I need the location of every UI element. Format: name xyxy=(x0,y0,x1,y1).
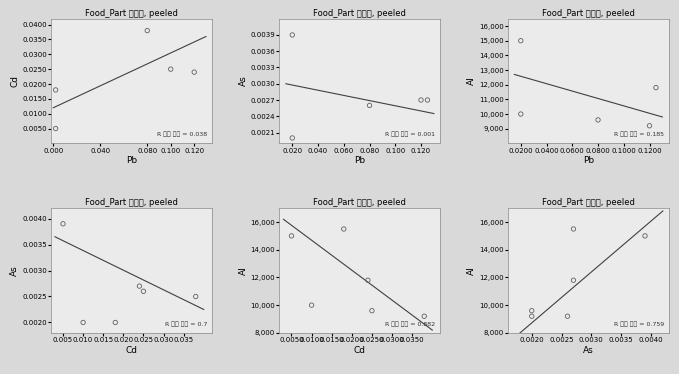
Point xyxy=(142,28,153,34)
Point xyxy=(562,313,573,319)
Point xyxy=(165,66,176,72)
Point xyxy=(138,288,149,294)
Y-axis label: Al: Al xyxy=(467,77,476,85)
Point xyxy=(287,135,297,141)
Point xyxy=(50,87,61,93)
Y-axis label: As: As xyxy=(10,265,19,276)
Point xyxy=(593,117,604,123)
Point xyxy=(50,126,61,132)
Y-axis label: As: As xyxy=(239,76,248,86)
Point xyxy=(134,283,145,289)
Point xyxy=(419,313,430,319)
Text: R 제곱 선형 = 0.7: R 제곱 선형 = 0.7 xyxy=(164,321,207,327)
Title: Food_Part 산양산, peeled: Food_Part 산양산, peeled xyxy=(542,9,635,18)
Point xyxy=(515,111,526,117)
Point xyxy=(338,226,349,232)
Title: Food_Part 산양산, peeled: Food_Part 산양산, peeled xyxy=(85,9,178,18)
Point xyxy=(515,38,526,44)
Point xyxy=(306,302,317,308)
X-axis label: Pb: Pb xyxy=(126,156,137,165)
Point xyxy=(568,226,579,232)
X-axis label: Cd: Cd xyxy=(126,346,137,355)
Point xyxy=(363,277,373,283)
Y-axis label: Cd: Cd xyxy=(10,75,19,87)
Title: Food_Part 산양산, peeled: Food_Part 산양산, peeled xyxy=(314,9,406,18)
Title: Food_Part 산양산, peeled: Food_Part 산양산, peeled xyxy=(314,199,406,208)
Point xyxy=(190,294,201,300)
Text: R 제곱 선형 = 0.882: R 제곱 선형 = 0.882 xyxy=(386,321,435,327)
Title: Food_Part 산양산, peeled: Food_Part 산양산, peeled xyxy=(542,199,635,208)
Point xyxy=(58,221,69,227)
Text: R 제곱 선형 = 0.759: R 제곱 선형 = 0.759 xyxy=(614,321,664,327)
Y-axis label: Al: Al xyxy=(467,266,476,275)
Point xyxy=(422,97,433,103)
Point xyxy=(286,233,297,239)
Y-axis label: Al: Al xyxy=(239,266,248,275)
Point xyxy=(568,277,579,283)
Point xyxy=(367,308,378,314)
Point xyxy=(189,69,200,75)
Point xyxy=(110,319,121,325)
X-axis label: Pb: Pb xyxy=(583,156,594,165)
Point xyxy=(77,319,88,325)
Point xyxy=(416,97,426,103)
X-axis label: Cd: Cd xyxy=(354,346,366,355)
Text: R 제곱 선형 = 0.185: R 제곱 선형 = 0.185 xyxy=(614,132,664,137)
Point xyxy=(287,32,297,38)
Text: R 제곱 선형 = 0.038: R 제곱 선형 = 0.038 xyxy=(157,132,207,137)
Point xyxy=(526,313,537,319)
Point xyxy=(644,123,655,129)
Point xyxy=(640,233,650,239)
Point xyxy=(364,102,375,108)
Text: R 제곱 선형 = 0.001: R 제곱 선형 = 0.001 xyxy=(386,132,435,137)
X-axis label: As: As xyxy=(583,346,593,355)
X-axis label: Pb: Pb xyxy=(354,156,365,165)
Title: Food_Part 산양산, peeled: Food_Part 산양산, peeled xyxy=(85,199,178,208)
Point xyxy=(650,85,661,91)
Point xyxy=(526,308,537,314)
